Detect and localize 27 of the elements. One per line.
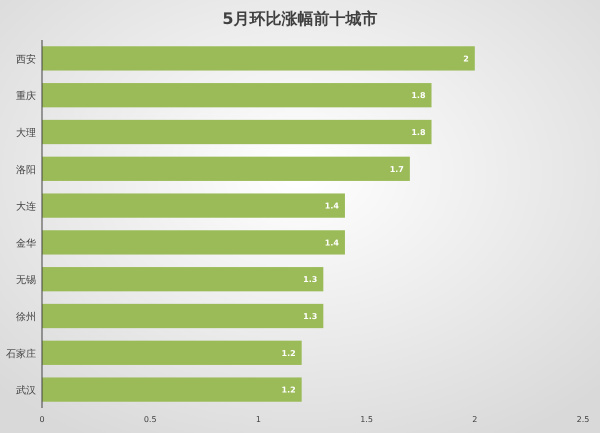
- y-tick-label: 石家庄: [6, 348, 36, 360]
- data-label: 1.4: [324, 202, 340, 211]
- y-tick-label: 重庆: [16, 90, 36, 102]
- data-label: 1.3: [303, 312, 318, 321]
- data-label: 1.2: [282, 348, 296, 358]
- y-tick-label: 徐州: [16, 311, 36, 323]
- data-label: 1.4: [324, 238, 340, 248]
- data-label: 1.8: [411, 128, 426, 137]
- chart-title: 5月环比涨幅前十城市: [222, 9, 378, 28]
- data-label: 2: [463, 54, 469, 64]
- data-label: 1.3: [303, 275, 318, 284]
- data-label: 1.7: [390, 164, 404, 174]
- data-label: 1.8: [411, 91, 426, 100]
- x-tick-label: 2: [472, 415, 478, 424]
- x-tick-label: 0: [39, 415, 45, 424]
- y-tick-label: 大理: [16, 127, 36, 139]
- y-tick-label: 金华: [16, 237, 36, 250]
- y-tick-label: 大连: [16, 200, 36, 213]
- y-tick-label: 洛阳: [16, 164, 36, 176]
- data-label: 1.2: [282, 386, 296, 395]
- x-tick-label: 1: [256, 415, 261, 424]
- x-tick-label: 1.5: [360, 415, 373, 424]
- x-tick-label: 0.5: [144, 415, 157, 424]
- y-tick-label: 无锡: [16, 275, 36, 286]
- x-tick-label: 2.5: [576, 415, 590, 424]
- y-tick-label: 武汉: [16, 384, 36, 397]
- y-tick-label: 西安: [16, 53, 36, 66]
